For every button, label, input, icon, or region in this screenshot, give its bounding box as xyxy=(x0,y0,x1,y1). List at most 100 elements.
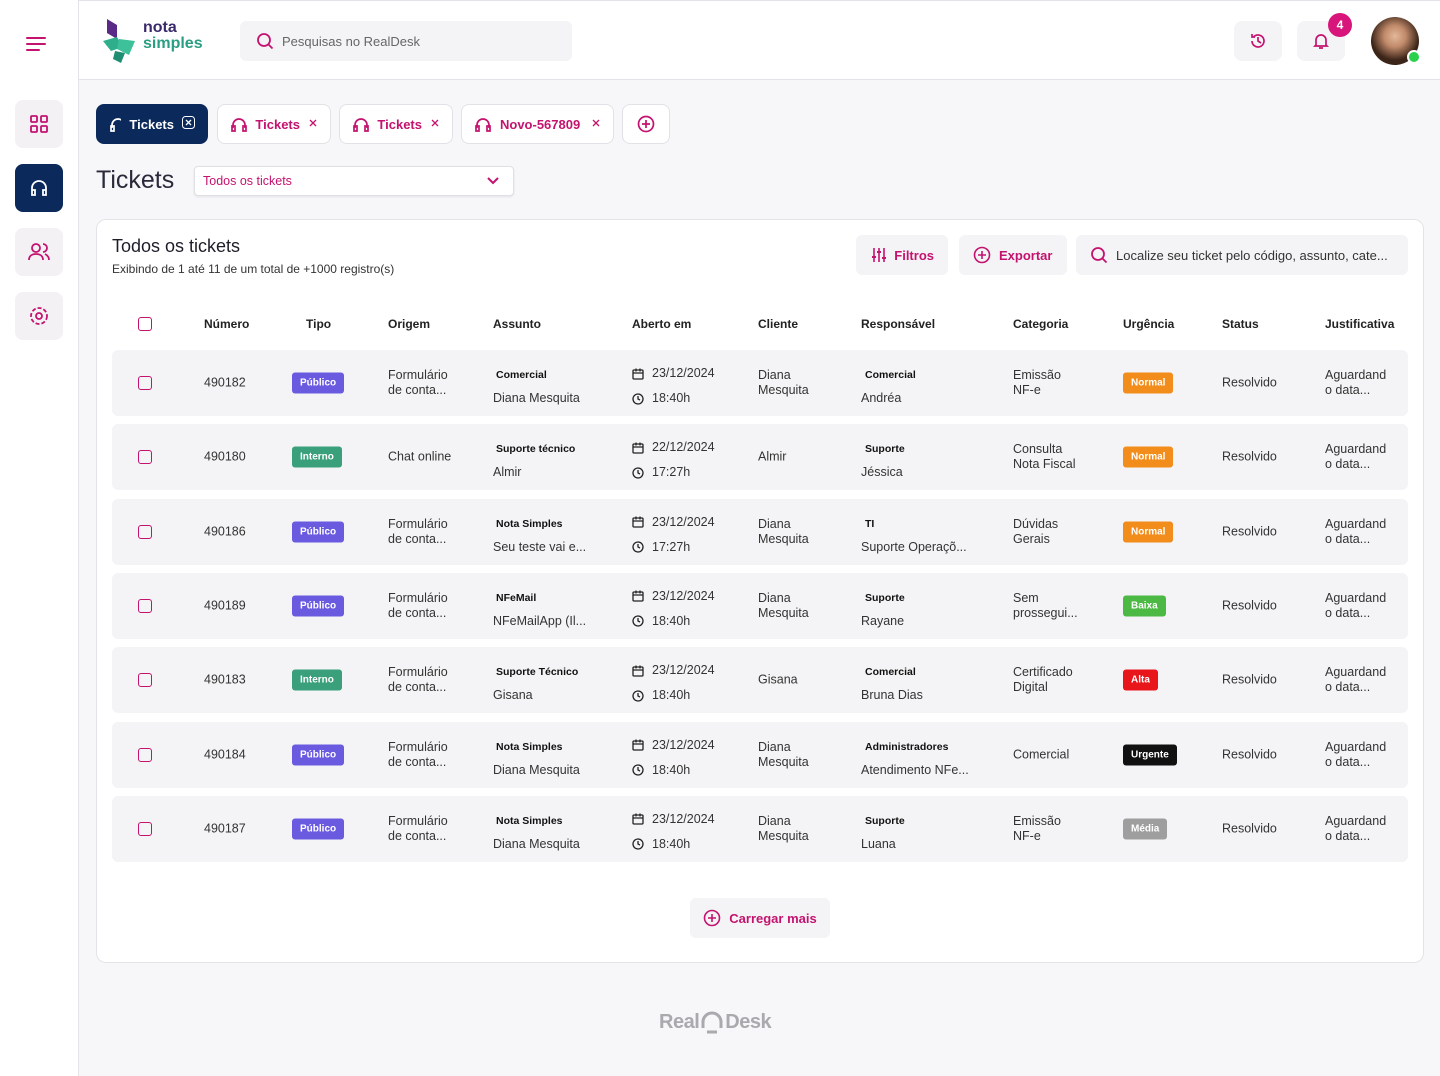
tab-close[interactable] xyxy=(308,117,318,131)
assignee-group: TI xyxy=(865,517,875,530)
opened-date: 23/12/2024 xyxy=(632,515,715,530)
urgency-cell: Normal xyxy=(1123,446,1174,468)
category: Certificado Digital xyxy=(1013,665,1073,695)
search-placeholder: Pesquisas no RealDesk xyxy=(282,33,421,49)
column-header: Aberto em xyxy=(632,317,692,331)
opened-time: 18:40h xyxy=(632,614,690,629)
ticket-row[interactable]: 490186 Público Formulário de conta... Nota … xyxy=(112,498,1408,565)
subject-group: Nota Simples xyxy=(496,740,563,753)
footer-brand: Real Desk xyxy=(659,1010,772,1034)
row-checkbox[interactable] xyxy=(138,821,152,836)
origin: Formulário de conta... xyxy=(388,665,448,695)
users-button[interactable] xyxy=(15,228,63,276)
row-checkbox[interactable] xyxy=(138,673,152,688)
opened-time: 17:27h xyxy=(632,540,690,555)
origin: Formulário de conta... xyxy=(388,739,448,769)
urgency-cell: Baixa xyxy=(1123,595,1166,617)
avatar[interactable] xyxy=(1371,17,1421,67)
tickets-button[interactable] xyxy=(15,164,63,212)
column-header: Número xyxy=(204,317,250,331)
menu-icon[interactable] xyxy=(26,36,46,52)
ticket-row[interactable]: 490180 Interno Chat online Suporte técnico A… xyxy=(112,424,1408,491)
row-checkbox[interactable] xyxy=(138,450,152,465)
type-cell: Público xyxy=(292,818,345,840)
tab-close[interactable] xyxy=(430,117,440,131)
column-header: Categoria xyxy=(1013,317,1069,331)
column-header: Status xyxy=(1222,317,1259,331)
tab[interactable]: Novo-567809 xyxy=(461,104,614,144)
subject: Seu teste vai e... xyxy=(493,539,587,554)
row-checkbox[interactable] xyxy=(138,747,152,762)
urgency-cell: Alta xyxy=(1123,669,1158,691)
justification: Aguardando data... xyxy=(1325,665,1387,695)
view-select[interactable]: Todos os tickets xyxy=(194,166,514,196)
type-badge: Público xyxy=(292,372,345,394)
justification: Aguardando data... xyxy=(1325,590,1387,620)
ticket-row[interactable]: 490183 Interno Formulário de conta... Supor… xyxy=(112,647,1408,714)
justification: Aguardando data... xyxy=(1325,813,1387,843)
time-text: 18:40h xyxy=(652,688,691,703)
urgency-cell: Média xyxy=(1123,818,1168,840)
opened-date: 23/12/2024 xyxy=(632,589,715,604)
opened-time: 18:40h xyxy=(632,688,690,703)
add-tab-button[interactable] xyxy=(622,104,670,144)
client: Diana Mesquita xyxy=(758,590,809,620)
tab-close[interactable] xyxy=(182,116,195,132)
client: Gisana xyxy=(758,672,798,687)
tab[interactable]: Tickets xyxy=(96,104,208,144)
row-checkbox[interactable] xyxy=(138,598,152,613)
ticket-search-placeholder: Localize seu ticket pelo código, assunto… xyxy=(1116,247,1388,263)
load-more-label: Carregar mais xyxy=(729,910,817,926)
assignee-group: Comercial xyxy=(865,369,916,381)
tab-close[interactable] xyxy=(591,117,601,131)
ticket-row[interactable]: 490184 Público Formulário de conta... Nota … xyxy=(112,721,1408,788)
type-cell: Interno xyxy=(292,446,342,468)
assignee-group: Suporte xyxy=(865,591,905,604)
history-button[interactable] xyxy=(1234,21,1282,61)
row-checkbox[interactable] xyxy=(138,524,152,539)
ticket-row[interactable]: 490189 Público Formulário de conta... NFeMa… xyxy=(112,572,1408,639)
assignee: Suporte Operaçõ... xyxy=(861,539,967,554)
assignee: Luana xyxy=(861,836,896,851)
load-more-button[interactable]: Carregar mais xyxy=(690,898,830,938)
category: Emissão NF-e xyxy=(1013,368,1061,397)
type-badge: Público xyxy=(292,818,345,840)
time-text: 18:40h xyxy=(652,391,691,405)
global-search[interactable]: Pesquisas no RealDesk xyxy=(240,21,572,61)
opened-time: 17:27h xyxy=(632,465,690,480)
category: Dúvidas Gerais xyxy=(1013,516,1059,546)
assignee: Rayane xyxy=(861,613,905,628)
date-text: 23/12/2024 xyxy=(652,737,715,752)
ticket-row[interactable]: 490187 Público Formulário de conta... Nota … xyxy=(112,795,1408,862)
ticket-row[interactable]: 490182 Público Formulário de conta... Comer… xyxy=(112,350,1408,416)
type-cell: Público xyxy=(292,744,345,765)
select-all-checkbox[interactable] xyxy=(138,317,152,331)
opened-time: 18:40h xyxy=(632,763,690,778)
row-checkbox[interactable] xyxy=(138,376,152,390)
time-text: 17:27h xyxy=(652,465,691,480)
dashboard-button[interactable] xyxy=(15,100,63,148)
subject: Diana Mesquita xyxy=(493,762,580,777)
origin: Formulário de conta... xyxy=(388,590,448,620)
assignee-group: Suporte xyxy=(865,814,905,827)
sidebar xyxy=(0,0,79,1076)
export-button[interactable]: Exportar xyxy=(959,235,1067,275)
settings-button[interactable] xyxy=(15,292,63,340)
type-cell: Interno xyxy=(292,669,342,691)
tab[interactable]: Tickets xyxy=(217,104,331,144)
client: Almir xyxy=(758,449,787,464)
tab[interactable]: Tickets xyxy=(339,104,453,144)
date-text: 23/12/2024 xyxy=(652,663,715,678)
opened-time: 18:40h xyxy=(632,391,690,406)
filters-button[interactable]: Filtros xyxy=(856,235,948,275)
urgency-badge: Normal xyxy=(1123,521,1174,543)
ticket-number: 490189 xyxy=(204,598,246,613)
subject: Gisana xyxy=(493,688,533,703)
urgency-cell: Normal xyxy=(1123,372,1174,394)
ticket-search[interactable]: Localize seu ticket pelo código, assunto… xyxy=(1076,235,1408,275)
assignee: Atendimento NFe... xyxy=(861,762,969,777)
tab-label: Tickets xyxy=(377,116,422,132)
page-title: Tickets xyxy=(96,166,175,194)
